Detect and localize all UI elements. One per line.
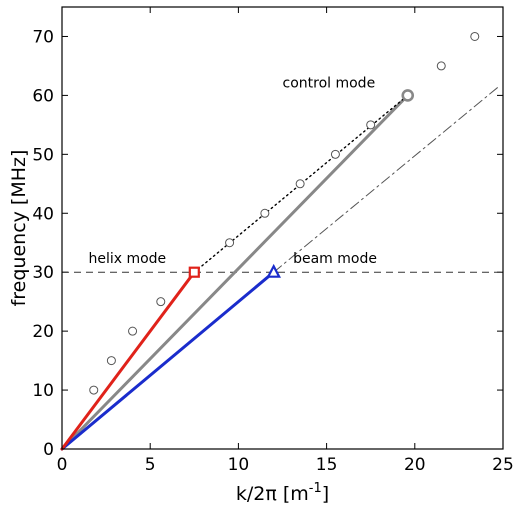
y-tick-label-30: 30: [32, 263, 54, 283]
plot-frame: [61, 6, 504, 450]
y-tick-label-70: 70: [32, 27, 54, 47]
x-tick-label-5: 5: [145, 455, 156, 475]
data-point-13.5-45: [295, 179, 305, 189]
beam-marker: [266, 263, 281, 278]
y-tick-label-0: 0: [43, 440, 54, 460]
x-axis-title-base: k/2π [m: [236, 483, 309, 505]
x-tick-label-15: 15: [316, 455, 338, 475]
data-point-4-20: [128, 326, 138, 336]
series-line-helix: [60, 270, 196, 451]
x-axis-title: k/2π [m-1]: [236, 481, 329, 505]
data-point-11.5-40: [260, 208, 270, 218]
data-point-23.4-70: [470, 31, 480, 41]
data-point-1.8-10: [89, 385, 99, 395]
x-axis-title-superscript: -1: [309, 481, 322, 496]
x-axis-title-tail: ]: [322, 483, 329, 505]
control-marker: [401, 89, 415, 102]
series-line-beam-extension: [273, 85, 500, 273]
y-tick-label-20: 20: [32, 322, 54, 342]
x-tick-label-10: 10: [228, 455, 250, 475]
helix-marker: [188, 266, 200, 278]
annotation-helix-mode: helix mode: [88, 251, 166, 267]
y-tick-label-60: 60: [32, 86, 54, 106]
y-tick-label-40: 40: [32, 204, 54, 224]
y-tick-label-10: 10: [32, 381, 54, 401]
x-tick-label-25: 25: [492, 455, 514, 475]
y-tick-label-50: 50: [32, 145, 54, 165]
data-point-17.5-55: [366, 120, 376, 130]
annotation-beam-mode: beam mode: [293, 251, 377, 267]
x-tick-label-0: 0: [57, 455, 68, 475]
data-point-2.8-15: [106, 356, 116, 366]
data-point-9.5-35: [225, 238, 235, 248]
series-line-beam: [60, 270, 276, 451]
data-point-15.5-50: [330, 149, 340, 159]
x-tick-label-20: 20: [404, 455, 426, 475]
data-point-21.5-65: [436, 61, 446, 71]
series-line-control: [60, 93, 410, 451]
y-axis-title: frequency [MHz]: [8, 150, 30, 307]
annotation-control-mode: control mode: [283, 76, 376, 92]
data-point-5.6-25: [156, 297, 166, 307]
